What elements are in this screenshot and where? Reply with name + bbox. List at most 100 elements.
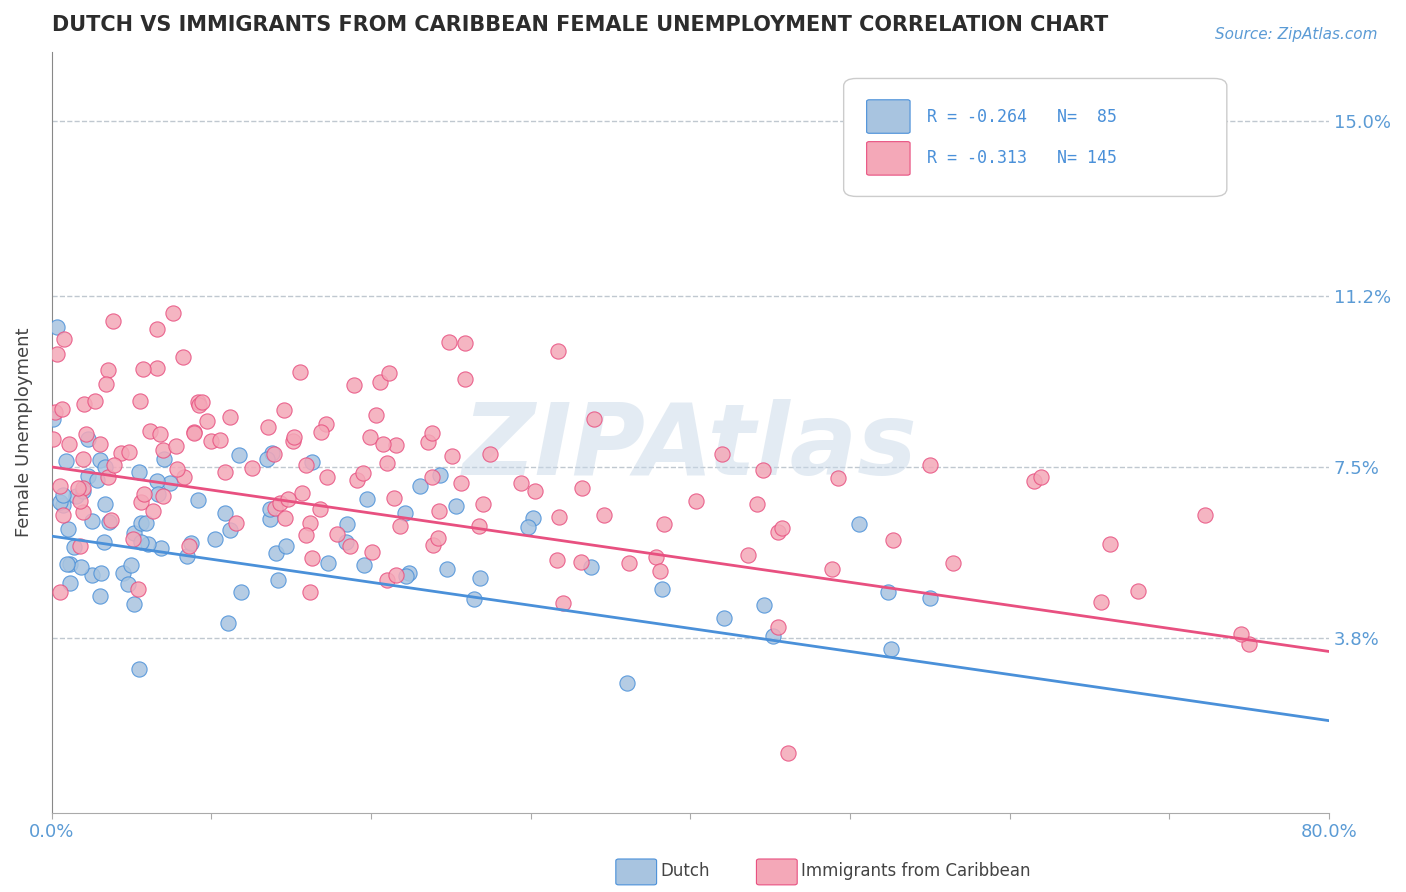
Point — [273, 403, 295, 417]
Point — [339, 539, 361, 553]
Point — [299, 516, 322, 530]
Point — [257, 419, 280, 434]
Point — [89, 590, 111, 604]
Point — [165, 439, 187, 453]
Point — [94, 497, 117, 511]
Point — [652, 516, 675, 531]
Point — [146, 360, 169, 375]
Point — [256, 451, 278, 466]
Point — [364, 408, 387, 422]
Point — [1126, 583, 1149, 598]
Point — [385, 568, 408, 582]
Point — [89, 453, 111, 467]
Point — [551, 596, 574, 610]
Point — [45, 320, 67, 334]
Point — [204, 532, 226, 546]
Point — [188, 398, 211, 412]
Point — [52, 488, 75, 502]
Point — [315, 417, 337, 431]
Point — [72, 481, 94, 495]
Point — [63, 540, 86, 554]
Point — [49, 495, 72, 509]
Point — [86, 474, 108, 488]
Point — [388, 518, 411, 533]
Point — [877, 585, 900, 599]
Point — [58, 437, 80, 451]
Point — [1090, 594, 1112, 608]
Point — [100, 513, 122, 527]
Point — [150, 541, 173, 555]
Point — [166, 462, 188, 476]
Point — [269, 496, 291, 510]
Point — [131, 361, 153, 376]
Point — [295, 528, 318, 542]
Point — [848, 517, 870, 532]
Point — [191, 395, 214, 409]
Point — [52, 498, 75, 512]
Point — [316, 470, 339, 484]
Point — [49, 584, 72, 599]
Point — [510, 475, 533, 490]
Point — [429, 468, 451, 483]
Point — [745, 497, 768, 511]
Point — [468, 571, 491, 585]
Point — [69, 540, 91, 554]
Point — [56, 557, 79, 571]
Point — [177, 539, 200, 553]
Point — [583, 412, 606, 426]
Point — [766, 620, 789, 634]
Point — [343, 378, 366, 392]
Point — [346, 473, 368, 487]
Point — [72, 484, 94, 499]
Point — [274, 510, 297, 524]
Point — [82, 567, 104, 582]
Point — [751, 463, 773, 477]
Point — [97, 363, 120, 377]
Point — [468, 518, 491, 533]
Point — [918, 591, 941, 605]
Point — [52, 332, 75, 346]
Point — [548, 510, 571, 524]
Point — [882, 533, 904, 547]
Point — [195, 414, 218, 428]
Point — [42, 432, 65, 446]
Point — [446, 499, 468, 513]
Point — [770, 521, 793, 535]
Point — [259, 501, 281, 516]
Point — [710, 447, 733, 461]
Point — [420, 470, 443, 484]
Point — [97, 470, 120, 484]
Point — [450, 476, 472, 491]
Point — [454, 372, 477, 386]
Point — [135, 516, 157, 530]
Point — [90, 566, 112, 580]
Text: Source: ZipAtlas.com: Source: ZipAtlas.com — [1215, 27, 1378, 42]
Point — [439, 335, 461, 350]
Point — [356, 491, 378, 506]
Point — [142, 504, 165, 518]
Point — [277, 491, 299, 506]
Point — [77, 432, 100, 446]
Point — [427, 504, 450, 518]
Point — [76, 468, 98, 483]
Point — [713, 610, 735, 624]
Point — [416, 434, 439, 449]
Point — [920, 458, 942, 473]
Point — [263, 501, 285, 516]
Point — [1237, 637, 1260, 651]
Point — [288, 365, 311, 379]
Point — [183, 425, 205, 440]
Point — [880, 641, 903, 656]
Point — [685, 494, 707, 508]
Point — [129, 516, 152, 531]
Point — [821, 562, 844, 576]
Point — [132, 487, 155, 501]
FancyBboxPatch shape — [844, 78, 1227, 196]
Point — [298, 585, 321, 599]
Point — [579, 560, 602, 574]
Point — [152, 489, 174, 503]
Text: R = -0.264   N=  85: R = -0.264 N= 85 — [927, 108, 1116, 126]
Point — [420, 426, 443, 441]
Point — [454, 335, 477, 350]
Point — [371, 437, 394, 451]
